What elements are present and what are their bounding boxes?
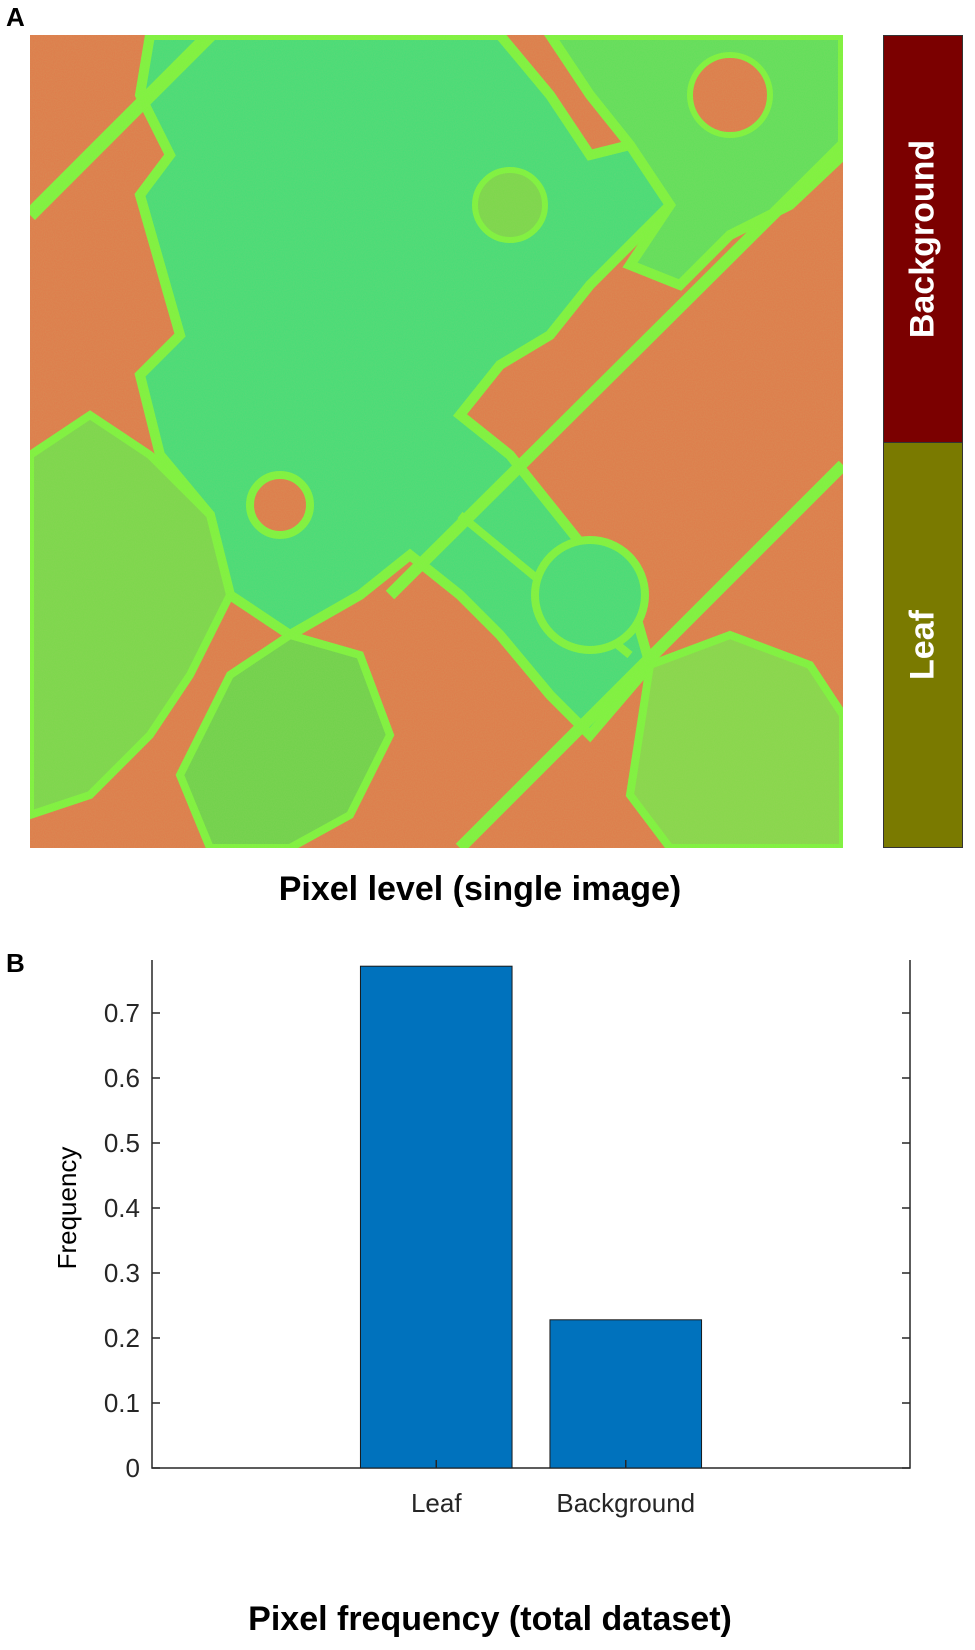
x-axis-title: Pixel frequency (total dataset) [248, 1600, 732, 1638]
y-tick-label: 0.4 [104, 1193, 140, 1223]
y-tick-label: 0.1 [104, 1388, 140, 1418]
segmentation-image [30, 35, 843, 848]
y-tick-label: 0.3 [104, 1258, 140, 1288]
legend-background-label: Background [903, 139, 942, 338]
class-legend: Background Leaf [883, 35, 963, 848]
legend-leaf-swatch: Leaf [884, 441, 962, 847]
bar-leaf [359, 965, 513, 1469]
y-tick-label: 0.7 [104, 998, 140, 1028]
y-tick-label: 0.8 [104, 960, 140, 963]
legend-leaf-label: Leaf [903, 609, 942, 680]
y-ticks: 0 0.1 0.2 0.3 0.4 0.5 0.6 0.7 0.8 [104, 960, 910, 1483]
plot-frame [151, 960, 911, 1469]
frequency-bar-chart: 0 0.1 0.2 0.3 0.4 0.5 0.6 0.7 0.8 Leaf Background… [52, 960, 911, 1518]
image-noise [30, 35, 843, 848]
x-ticks: Leaf Background [411, 1460, 695, 1518]
y-axis-label: Frequency [52, 1147, 82, 1270]
y-tick-label: 0.6 [104, 1063, 140, 1093]
chart-bars [359, 965, 703, 1469]
y-tick-label: 0 [126, 1453, 140, 1483]
chart-axes [151, 960, 911, 1469]
panel-a-caption: Pixel level (single image) [278, 870, 682, 908]
y-tick-label: 0.2 [104, 1323, 140, 1353]
y-tick-label: 0.5 [104, 1128, 140, 1158]
panel-b-label: B [6, 948, 25, 978]
panel-a-label: A [6, 2, 25, 32]
legend-background-swatch: Background [884, 36, 962, 442]
x-tick-label: Leaf [411, 1488, 462, 1518]
x-tick-label: Background [556, 1488, 695, 1518]
bar-background [549, 1319, 703, 1469]
